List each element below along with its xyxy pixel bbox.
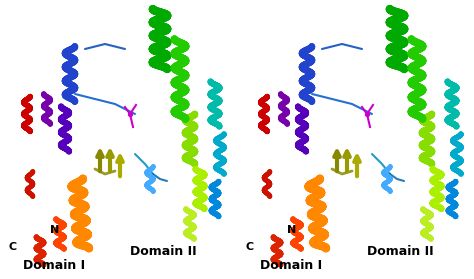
Text: N: N bbox=[50, 225, 59, 235]
Point bbox=[126, 112, 134, 116]
Text: C: C bbox=[246, 242, 254, 252]
Text: Domain II: Domain II bbox=[130, 245, 197, 258]
Text: C: C bbox=[9, 242, 17, 252]
Text: Domain I: Domain I bbox=[23, 259, 86, 272]
Text: Domain I: Domain I bbox=[260, 259, 323, 272]
Point bbox=[363, 112, 371, 116]
Text: Domain II: Domain II bbox=[367, 245, 434, 258]
Text: N: N bbox=[287, 225, 296, 235]
